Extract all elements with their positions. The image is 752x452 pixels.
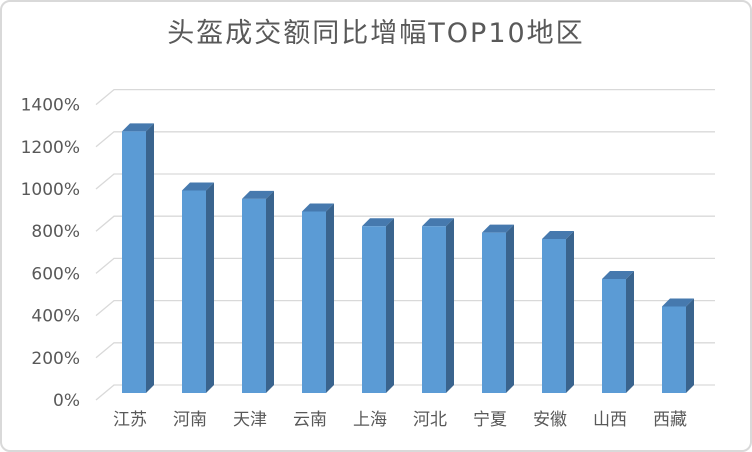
x-axis-label: 山西: [593, 410, 627, 430]
bar: [242, 190, 274, 393]
gridline: [95, 257, 715, 274]
bar-top-face: [602, 271, 634, 280]
y-axis-label: 1400%: [21, 96, 80, 116]
bar-top-face: [362, 218, 394, 227]
y-axis-label: 200%: [31, 349, 80, 369]
bar-top-face: [242, 190, 274, 199]
y-axis-label: 800%: [31, 222, 80, 242]
y-axis-label: 1000%: [21, 180, 80, 200]
x-axis-label: 上海: [353, 410, 387, 430]
bar: [602, 271, 634, 393]
bar-front-face: [662, 306, 686, 393]
bar: [542, 230, 574, 393]
bar-side-face: [146, 123, 154, 394]
gridline: [95, 173, 715, 190]
bar-side-face: [446, 218, 454, 393]
x-axis-label: 江苏: [113, 410, 147, 430]
y-axis-label: 0%: [53, 391, 80, 411]
bar-top-face: [482, 224, 514, 233]
gridline: [95, 299, 715, 317]
chart-title: 头盔成交额同比增幅TOP10地区: [167, 18, 585, 49]
x-axis-label: 天津: [233, 410, 267, 430]
bar-front-face: [182, 190, 206, 393]
gridline: [95, 384, 715, 401]
bar-front-face: [242, 198, 266, 393]
bar-front-face: [362, 226, 386, 393]
bar-top-face: [422, 218, 454, 227]
bar: [422, 218, 454, 393]
bar-side-face: [626, 271, 634, 393]
bar-top-face: [302, 203, 334, 212]
bar-front-face: [302, 211, 326, 393]
gridline: [95, 342, 715, 359]
bar-front-face: [482, 232, 506, 393]
bar-side-face: [206, 182, 214, 393]
bar-top-face: [662, 298, 694, 307]
bar: [662, 298, 694, 393]
x-axis-label: 安徽: [533, 410, 567, 430]
x-axis-label: 河南: [173, 410, 207, 430]
gridline: [95, 88, 715, 106]
bar-front-face: [422, 226, 446, 393]
bar-side-face: [266, 190, 274, 393]
bar-front-face: [602, 279, 626, 393]
gridline: [95, 131, 715, 148]
bar: [122, 123, 154, 394]
y-axis-label: 1200%: [21, 138, 80, 158]
gridline: [95, 215, 715, 232]
bar-side-face: [686, 298, 694, 393]
bar: [302, 203, 334, 393]
bar-side-face: [566, 230, 574, 393]
bar-top-face: [182, 182, 214, 191]
bar: [182, 182, 214, 393]
x-axis-label: 西藏: [653, 410, 687, 430]
bar-side-face: [386, 218, 394, 393]
bar: [362, 218, 394, 393]
x-axis-label: 宁夏: [473, 410, 507, 430]
x-axis-label: 河北: [413, 410, 447, 430]
y-axis-label: 400%: [31, 307, 80, 327]
y-axis-label: 600%: [31, 264, 80, 284]
bar-top-face: [122, 123, 154, 132]
x-axis-label: 云南: [293, 410, 327, 430]
bar-top-face: [542, 230, 574, 239]
bar-side-face: [506, 224, 514, 393]
bar: [482, 224, 514, 393]
bar-front-face: [542, 238, 566, 393]
bar-front-face: [122, 131, 146, 394]
bar-side-face: [326, 203, 334, 393]
